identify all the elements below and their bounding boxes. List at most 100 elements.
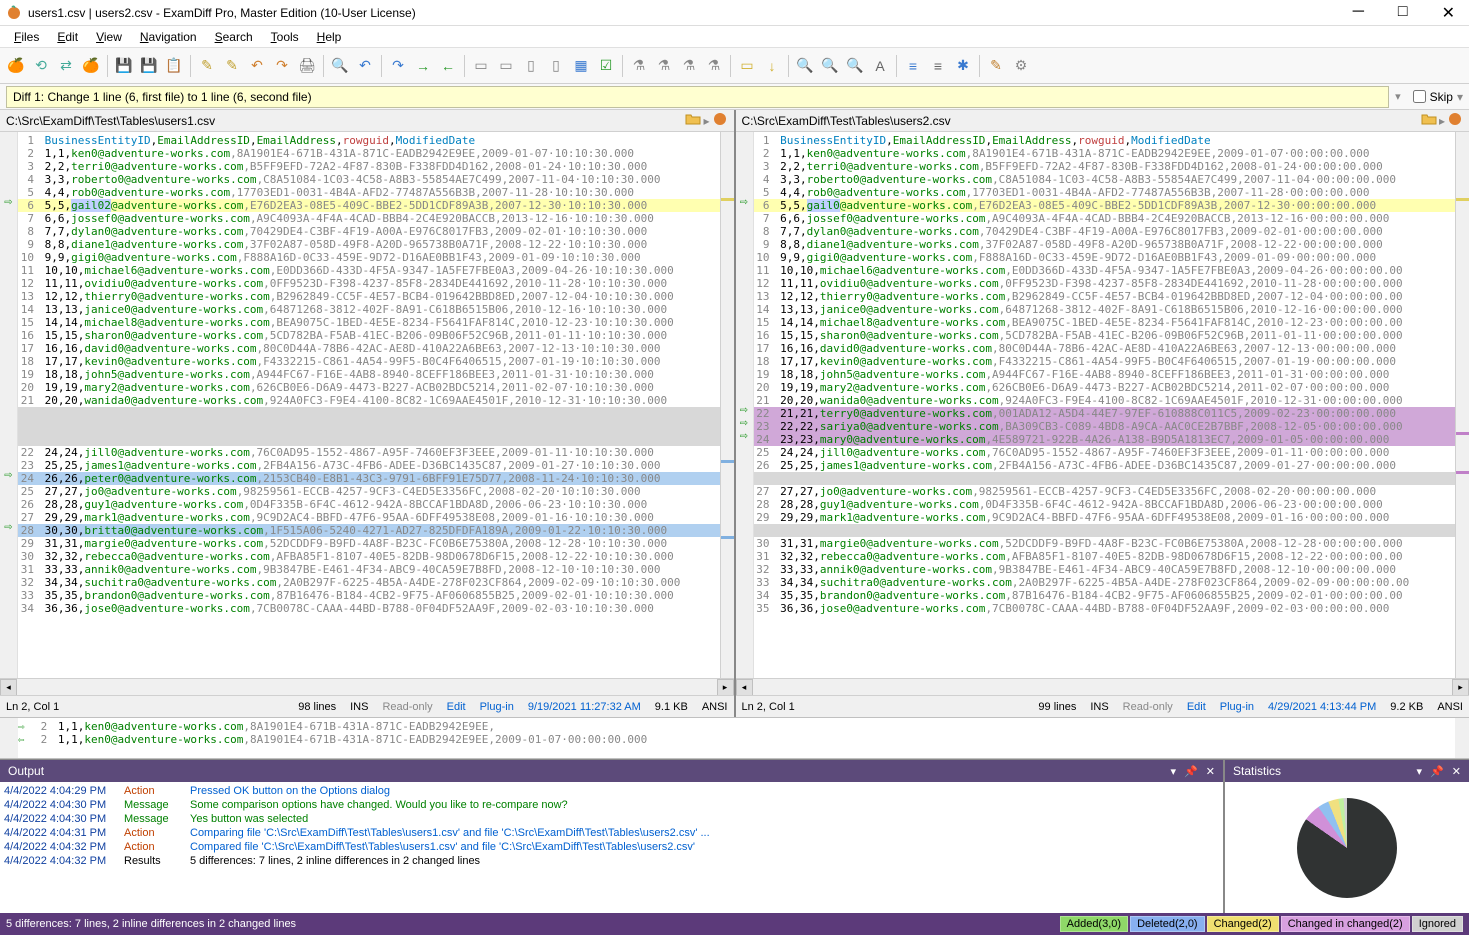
menu-edit[interactable]: Edit — [49, 28, 86, 46]
toolbar-swap-icon[interactable]: ⇄ — [54, 54, 78, 78]
panel-pin-icon[interactable]: 📌 — [1430, 765, 1444, 778]
file-size: 9.1 KB — [655, 701, 688, 713]
panel-close-icon[interactable]: ✕ — [1206, 765, 1215, 778]
chip-added[interactable]: Added(3,0) — [1060, 916, 1128, 932]
scroll-left-icon[interactable]: ◂ — [0, 679, 17, 696]
toolbar-compare-icon[interactable]: 🍊 — [4, 54, 28, 78]
plugin-link[interactable]: Plug-in — [1220, 701, 1254, 713]
toolbar-zoom-icon[interactable]: 🔍 — [328, 54, 352, 78]
toolbar-filter2-icon[interactable]: ⚗ — [652, 54, 676, 78]
toolbar-print-icon[interactable]: 🖨 — [295, 54, 319, 78]
toolbar-new-icon[interactable]: ▭ — [735, 54, 759, 78]
insert-mode: INS — [350, 701, 368, 713]
toolbar-undo-all-icon[interactable]: ↶ — [245, 54, 269, 78]
skip-checkbox-label[interactable]: Skip ▾ — [1413, 90, 1463, 104]
open-folder-icon[interactable] — [685, 111, 701, 130]
toolbar-prev-diff-icon[interactable]: ← — [436, 54, 460, 78]
encoding: ANSI — [702, 701, 728, 713]
app-icon — [6, 5, 22, 21]
toolbar-edit-right-icon[interactable]: ✎ — [220, 54, 244, 78]
close-button[interactable]: ✕ — [1434, 3, 1463, 23]
toolbar-layout-3-icon[interactable]: ▯ — [544, 54, 568, 78]
right-hscroll[interactable]: ◂ ▸ — [736, 678, 1469, 695]
toolbar-pick-icon[interactable]: 🍊 — [79, 54, 103, 78]
toolbar-options-icon[interactable]: ✎ — [984, 54, 1008, 78]
left-pane-body: ⇨⇨⇨ 1 BusinessEntityID,EmailAddressID,Em… — [0, 132, 734, 678]
toolbar-find-icon[interactable]: 🔍 — [793, 54, 817, 78]
toolbar-save-as-icon[interactable]: 💾 — [137, 54, 161, 78]
panel-pin-icon[interactable]: 📌 — [1184, 765, 1198, 778]
toolbar-layout-h-icon[interactable]: ▭ — [469, 54, 493, 78]
scroll-right-icon[interactable]: ▸ — [1452, 679, 1469, 696]
maximize-button[interactable]: □ — [1390, 3, 1416, 23]
toolbar-edit-left-icon[interactable]: ✎ — [195, 54, 219, 78]
toolbar-undo-icon[interactable]: ↶ — [353, 54, 377, 78]
left-hscroll[interactable]: ◂ ▸ — [0, 678, 734, 695]
toolbar-layout-v-icon[interactable]: ▭ — [494, 54, 518, 78]
chip-changed[interactable]: Changed(2) — [1207, 916, 1279, 932]
menu-tools[interactable]: Tools — [263, 28, 307, 46]
output-row: 4/4/2022 4:04:30 PMMessageYes button was… — [4, 812, 1219, 826]
toolbar-redo-all-icon[interactable]: ↷ — [270, 54, 294, 78]
toolbar-list-icon[interactable]: ≡ — [901, 54, 925, 78]
skip-checkbox[interactable] — [1413, 90, 1426, 103]
toolbar-layout-2-icon[interactable]: ▯ — [519, 54, 543, 78]
panel-close-icon[interactable]: ✕ — [1452, 765, 1461, 778]
panel-menu-icon[interactable]: ▾ — [1417, 765, 1423, 778]
right-code[interactable]: 1 BusinessEntityID,EmailAddressID,EmailA… — [754, 132, 1456, 678]
toolbar-lines-icon[interactable]: ≡ — [926, 54, 950, 78]
merge-scroll[interactable] — [1455, 718, 1469, 758]
status-chips: Added(3,0) Deleted(2,0) Changed(2) Chang… — [1060, 916, 1463, 932]
edit-link[interactable]: Edit — [447, 701, 466, 713]
chip-changed-in-changed[interactable]: Changed in changed(2) — [1281, 916, 1410, 932]
insert-mode: INS — [1090, 701, 1108, 713]
toolbar-filter3-icon[interactable]: ⚗ — [677, 54, 701, 78]
encoding: ANSI — [1437, 701, 1463, 713]
toolbar-plugin-icon[interactable]: ✱ — [951, 54, 975, 78]
toolbar-find-right-icon[interactable]: 🔍 — [843, 54, 867, 78]
file-time: 9/19/2021 11:27:32 AM — [528, 701, 641, 713]
statistics-body — [1225, 782, 1469, 913]
toolbar-settings-icon[interactable]: ⚙ — [1009, 54, 1033, 78]
statusbar: 5 differences: 7 lines, 2 inline differe… — [0, 913, 1469, 935]
scroll-right-icon[interactable]: ▸ — [717, 679, 734, 696]
right-overview-strip[interactable] — [1455, 132, 1469, 678]
file-type-icon — [712, 111, 728, 130]
minimize-button[interactable]: ─ — [1345, 3, 1372, 23]
file-size: 9.2 KB — [1390, 701, 1423, 713]
cursor-position: Ln 2, Col 1 — [742, 701, 795, 713]
left-code[interactable]: 1 BusinessEntityID,EmailAddressID,EmailA… — [18, 132, 720, 678]
toolbar-grid-icon[interactable]: ▦ — [569, 54, 593, 78]
toolbar-filter-icon[interactable]: ⚗ — [627, 54, 651, 78]
chip-ignored[interactable]: Ignored — [1412, 916, 1463, 932]
output-body[interactable]: 4/4/2022 4:04:29 PMActionPressed OK butt… — [0, 782, 1223, 913]
toolbar-save-icon[interactable]: 💾 — [112, 54, 136, 78]
window-title: users1.csv | users2.csv - ExamDiff Pro, … — [28, 6, 1345, 20]
menu-help[interactable]: Help — [309, 28, 350, 46]
toolbar-case-icon[interactable]: A — [868, 54, 892, 78]
toolbar-filter4-icon[interactable]: ⚗ — [702, 54, 726, 78]
toolbar-next-diff-icon[interactable]: → — [411, 54, 435, 78]
toolbar-sort-icon[interactable]: ↓ — [760, 54, 784, 78]
menu-navigation[interactable]: Navigation — [132, 28, 205, 46]
merge-gutter — [0, 718, 18, 758]
menu-files[interactable]: Files — [6, 28, 47, 46]
merge-preview: ⇨ 2 1,1,ken0@adventure-works.com,8A1901E… — [0, 717, 1469, 759]
menu-view[interactable]: View — [88, 28, 130, 46]
plugin-link[interactable]: Plug-in — [480, 701, 514, 713]
menu-search[interactable]: Search — [207, 28, 261, 46]
toolbar-find-left-icon[interactable]: 🔍 — [818, 54, 842, 78]
left-overview-strip[interactable] — [720, 132, 734, 678]
open-folder-icon[interactable] — [1421, 111, 1437, 130]
diff-dropdown-icon[interactable]: ▾ — [1395, 90, 1401, 103]
toolbar-refresh-icon[interactable]: ⟲ — [29, 54, 53, 78]
bottom-panels: Output ▾ 📌 ✕ 4/4/2022 4:04:29 PMActionPr… — [0, 759, 1469, 913]
toolbar-check-icon[interactable]: ☑ — [594, 54, 618, 78]
toolbar-redo-icon[interactable]: ↷ — [386, 54, 410, 78]
output-panel: Output ▾ 📌 ✕ 4/4/2022 4:04:29 PMActionPr… — [0, 760, 1223, 913]
toolbar-copy-icon[interactable]: 📋 — [162, 54, 186, 78]
chip-deleted[interactable]: Deleted(2,0) — [1130, 916, 1205, 932]
scroll-left-icon[interactable]: ◂ — [736, 679, 753, 696]
panel-menu-icon[interactable]: ▾ — [1171, 765, 1177, 778]
edit-link[interactable]: Edit — [1187, 701, 1206, 713]
